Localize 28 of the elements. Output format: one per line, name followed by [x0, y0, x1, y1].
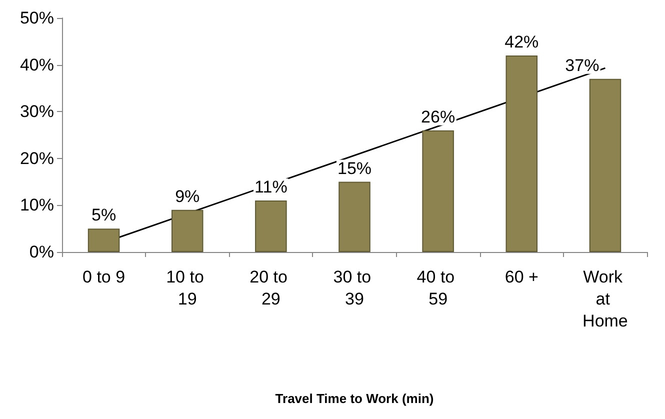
data-label: 42% — [504, 32, 539, 52]
x-tick-label: Work at Home — [582, 268, 628, 330]
data-label: 9% — [175, 186, 200, 206]
x-tick-label: 60 + — [504, 268, 538, 286]
y-tick-label: 10% — [20, 196, 54, 215]
y-tick-label: 30% — [20, 102, 54, 122]
bar — [88, 228, 120, 252]
bar — [422, 130, 454, 252]
data-label: 37% — [565, 56, 600, 75]
y-tick-label: 0% — [29, 242, 54, 262]
data-label: 26% — [421, 107, 456, 126]
x-tick-label: 40 to 59 — [416, 268, 460, 308]
bar — [338, 182, 370, 252]
x-tick-label: 20 to 29 — [250, 268, 292, 308]
data-label: 11% — [254, 178, 288, 197]
bar — [171, 210, 204, 252]
data-label: 5% — [91, 206, 116, 225]
x-axis-title: Travel Time to Work (min) — [275, 391, 434, 406]
bar — [506, 55, 538, 252]
data-label: 15% — [337, 158, 372, 178]
x-tick-label: 30 to 39 — [333, 268, 376, 308]
x-tick-label: 10 to 19 — [166, 268, 209, 308]
bar — [589, 78, 622, 252]
bar — [255, 200, 287, 252]
y-tick-label: 20% — [20, 148, 54, 168]
y-tick-label: 50% — [20, 8, 54, 28]
x-tick-label: 0 to 9 — [82, 268, 126, 286]
y-tick-label: 40% — [20, 55, 54, 74]
